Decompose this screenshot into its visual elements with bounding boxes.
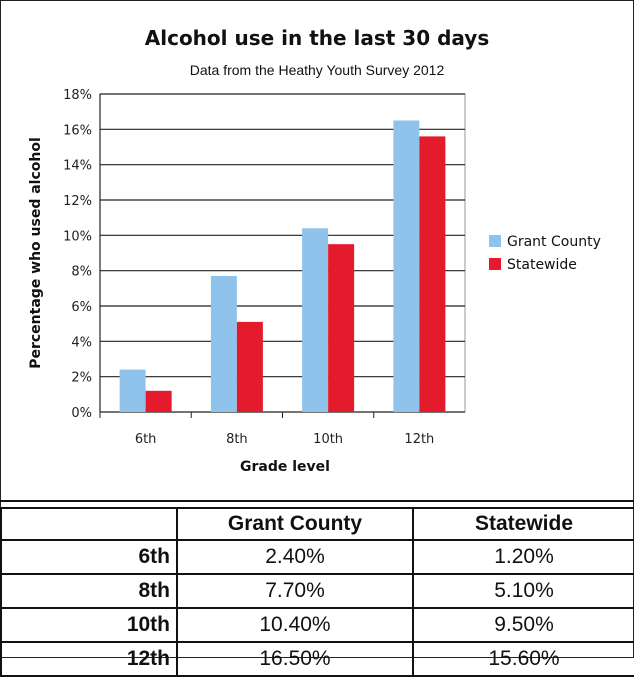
- table-cell-grant-county: 7.70%: [176, 573, 414, 609]
- x-tick-label: 12th: [404, 432, 434, 447]
- chart-title: Alcohol use in the last 30 days: [144, 26, 490, 50]
- bar-grant-county-8th: [210, 275, 237, 412]
- x-tick-label: 10th: [313, 432, 343, 447]
- y-tick-label: 0%: [71, 406, 92, 421]
- table-header-grant-county: Grant County: [176, 507, 414, 541]
- y-tick-label: 2%: [71, 371, 92, 386]
- y-tick-label: 16%: [63, 123, 92, 138]
- legend-label-grant-county: Grant County: [507, 234, 601, 250]
- y-tick-label: 12%: [63, 194, 92, 209]
- y-tick-label: 6%: [71, 300, 92, 315]
- legend-swatch-statewide: [489, 258, 501, 270]
- bar-statewide-6th: [145, 390, 172, 412]
- y-tick-label: 14%: [63, 159, 92, 174]
- table-row: 8th 7.70% 5.10%: [0, 573, 634, 609]
- table-row: 6th 2.40% 1.20%: [0, 539, 634, 575]
- legend-label-statewide: Statewide: [507, 257, 577, 273]
- chart-subtitle: Data from the Heathy Youth Survey 2012: [189, 62, 445, 78]
- y-tick-label: 10%: [63, 229, 92, 244]
- bar-grant-county-6th: [119, 369, 146, 412]
- table-header-corner: [0, 507, 178, 541]
- x-tick-labels: 6th 8th 10th 12th: [135, 432, 435, 447]
- y-tick-label: 18%: [63, 88, 92, 103]
- table-row-label: 10th: [0, 607, 178, 643]
- x-tick-label: 8th: [226, 432, 248, 447]
- separator-line: [0, 500, 634, 502]
- table-cell-grant-county: 2.40%: [176, 539, 414, 575]
- x-tick-label: 6th: [135, 432, 157, 447]
- table-header-statewide: Statewide: [412, 507, 634, 541]
- table-row: 12th 16.50% 15.60%: [0, 641, 634, 677]
- y-tick-label: 4%: [71, 335, 92, 350]
- table-cell-grant-county: 16.50%: [176, 641, 414, 677]
- bar-statewide-12th: [419, 136, 446, 412]
- legend: Grant County Statewide: [489, 234, 601, 273]
- table-row-label: 8th: [0, 573, 178, 609]
- table-cell-statewide: 5.10%: [412, 573, 634, 609]
- y-tick-labels: 0% 2% 4% 6% 8% 10% 12% 14% 16% 18%: [63, 88, 92, 421]
- bar-statewide-10th: [328, 244, 355, 412]
- y-axis-label: Percentage who used alcohol: [28, 137, 44, 369]
- table-cell-statewide: 9.50%: [412, 607, 634, 643]
- table-row-label: 12th: [0, 641, 178, 677]
- x-axis-label: Grade level: [240, 459, 330, 475]
- bars: [119, 120, 446, 412]
- table-row-label: 6th: [0, 539, 178, 575]
- bar-chart: 0% 2% 4% 6% 8% 10% 12% 14% 16% 18% 6th 8th 10th 12th…: [28, 88, 601, 475]
- legend-swatch-grant-county: [489, 235, 501, 247]
- table-row: 10th 10.40% 9.50%: [0, 607, 634, 643]
- data-table: Grant County Statewide 6th 2.40% 1.20% 8…: [0, 507, 634, 677]
- table-cell-grant-county: 10.40%: [176, 607, 414, 643]
- table-cell-statewide: 15.60%: [412, 641, 634, 677]
- bar-grant-county-12th: [393, 120, 420, 412]
- bar-grant-county-10th: [302, 228, 329, 412]
- bar-statewide-8th: [236, 321, 263, 412]
- y-tick-label: 8%: [71, 265, 92, 280]
- table-header-row: Grant County Statewide: [0, 507, 634, 541]
- table-cell-statewide: 1.20%: [412, 539, 634, 575]
